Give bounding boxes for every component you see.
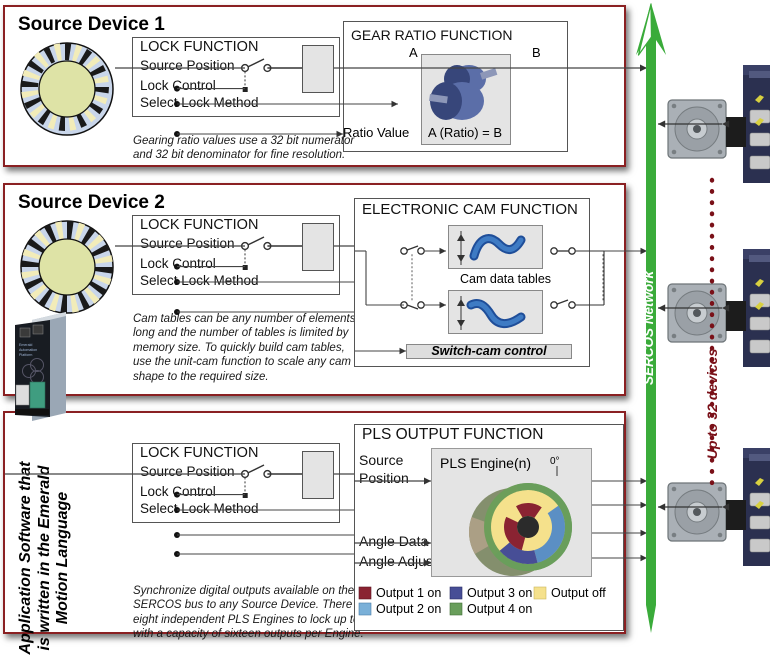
svg-text:Platform: Platform (19, 353, 32, 357)
svg-text:Emerald: Emerald (19, 343, 32, 347)
svg-text:Automation: Automation (19, 348, 37, 352)
